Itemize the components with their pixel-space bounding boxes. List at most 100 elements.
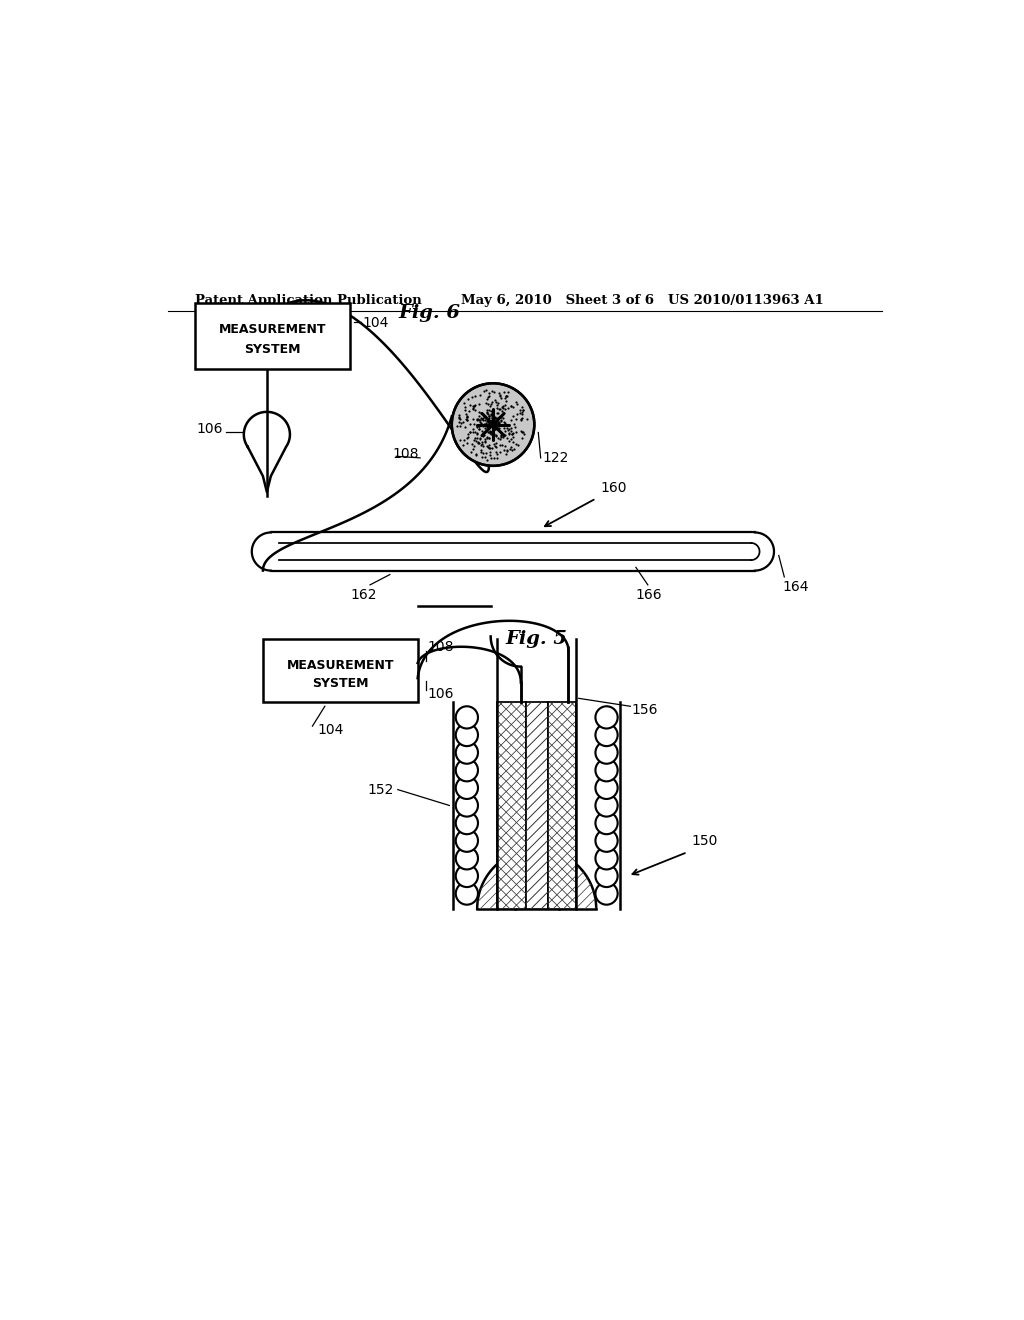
Point bbox=[509, 393, 525, 414]
Circle shape bbox=[452, 383, 535, 466]
Point bbox=[472, 434, 488, 455]
Point bbox=[516, 424, 532, 445]
Point bbox=[489, 412, 506, 433]
Point bbox=[467, 400, 483, 421]
Point bbox=[496, 411, 512, 432]
Polygon shape bbox=[477, 849, 596, 908]
Text: 106: 106 bbox=[197, 421, 223, 436]
Circle shape bbox=[456, 812, 478, 834]
Bar bbox=[497, 702, 577, 908]
Point bbox=[481, 428, 498, 449]
Point bbox=[515, 399, 531, 420]
Point bbox=[493, 426, 509, 447]
Point bbox=[451, 405, 467, 426]
Point bbox=[484, 414, 501, 436]
Point bbox=[483, 411, 500, 432]
Point bbox=[493, 442, 509, 463]
Point bbox=[477, 392, 494, 413]
Point bbox=[502, 438, 518, 459]
Bar bbox=[263, 639, 418, 702]
Point bbox=[485, 417, 502, 438]
Point bbox=[468, 430, 484, 451]
Point bbox=[487, 389, 504, 411]
Point bbox=[481, 434, 498, 455]
Text: 162: 162 bbox=[350, 587, 377, 602]
Point bbox=[470, 432, 486, 453]
Point bbox=[459, 407, 475, 428]
Point bbox=[488, 413, 505, 434]
Circle shape bbox=[595, 795, 617, 817]
Point bbox=[495, 424, 511, 445]
Point bbox=[467, 385, 483, 407]
Point bbox=[489, 444, 506, 465]
Circle shape bbox=[595, 847, 617, 870]
Point bbox=[485, 421, 502, 442]
Point bbox=[498, 399, 514, 420]
Point bbox=[459, 405, 475, 426]
Point bbox=[487, 418, 504, 440]
Polygon shape bbox=[548, 702, 577, 908]
Point bbox=[479, 411, 496, 432]
Point bbox=[505, 426, 521, 447]
Circle shape bbox=[456, 865, 478, 887]
Point bbox=[476, 380, 493, 401]
Point bbox=[473, 442, 489, 463]
Point bbox=[493, 407, 509, 428]
Point bbox=[481, 385, 498, 407]
Point bbox=[513, 409, 529, 430]
Point bbox=[472, 428, 488, 449]
Point bbox=[479, 421, 496, 442]
Point bbox=[493, 409, 509, 430]
Point bbox=[485, 381, 502, 403]
Point bbox=[488, 395, 505, 416]
Point bbox=[511, 403, 527, 424]
Point bbox=[500, 420, 516, 441]
Point bbox=[503, 436, 519, 457]
Point bbox=[485, 414, 502, 436]
Point bbox=[479, 428, 496, 449]
Point bbox=[458, 396, 474, 417]
Point bbox=[474, 409, 490, 430]
Point bbox=[486, 417, 503, 438]
Point bbox=[480, 387, 497, 408]
Point bbox=[501, 418, 517, 440]
Point bbox=[506, 413, 522, 434]
Point bbox=[481, 399, 498, 420]
Point bbox=[473, 412, 489, 433]
Circle shape bbox=[456, 795, 478, 817]
Point bbox=[507, 434, 523, 455]
Point bbox=[452, 408, 468, 429]
Point bbox=[465, 396, 481, 417]
Point bbox=[496, 440, 512, 461]
Point bbox=[483, 391, 500, 412]
Point bbox=[481, 412, 498, 433]
Point bbox=[473, 432, 489, 453]
Point bbox=[457, 392, 473, 413]
Point bbox=[482, 424, 499, 445]
Point bbox=[488, 403, 505, 424]
Point bbox=[514, 401, 530, 422]
Point bbox=[459, 409, 475, 430]
Point bbox=[498, 385, 514, 407]
Point bbox=[483, 400, 500, 421]
Point bbox=[478, 388, 495, 409]
Point bbox=[481, 426, 498, 447]
Point bbox=[471, 428, 487, 449]
Point bbox=[495, 397, 511, 418]
Point bbox=[488, 425, 505, 446]
Point bbox=[488, 392, 505, 413]
Point bbox=[487, 407, 504, 428]
Point bbox=[497, 413, 513, 434]
Point bbox=[484, 407, 501, 428]
Point bbox=[478, 379, 495, 400]
Point bbox=[449, 416, 465, 437]
Point bbox=[501, 381, 517, 403]
Point bbox=[483, 414, 500, 436]
Point bbox=[514, 421, 530, 442]
Point bbox=[485, 421, 502, 442]
Point bbox=[481, 421, 498, 442]
Point bbox=[504, 440, 520, 461]
Point bbox=[489, 411, 506, 432]
Text: 106: 106 bbox=[427, 686, 454, 701]
Point bbox=[468, 445, 484, 466]
